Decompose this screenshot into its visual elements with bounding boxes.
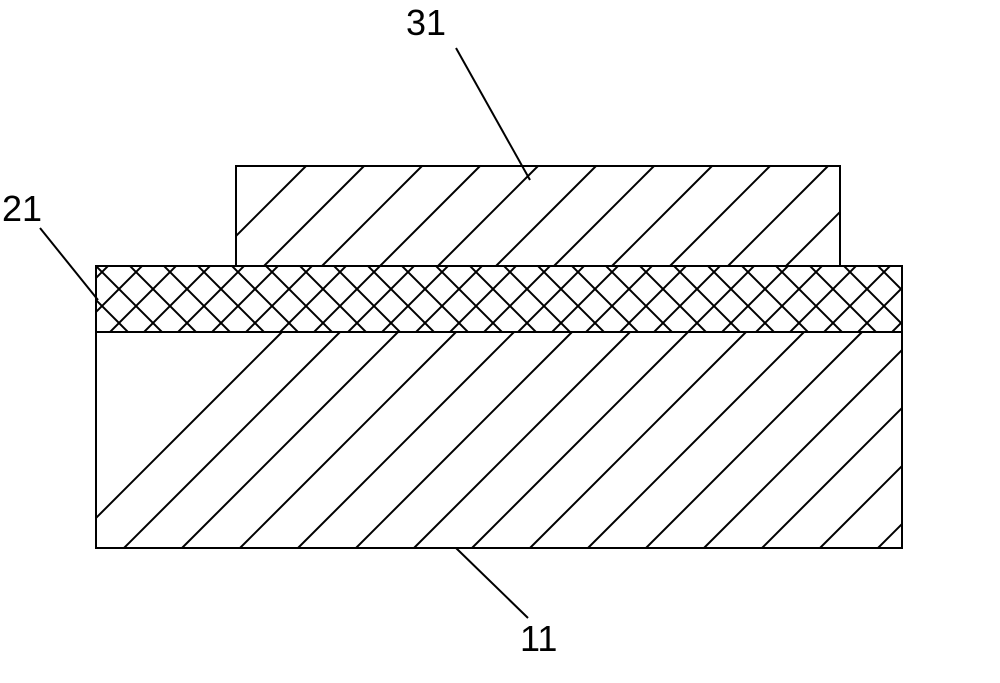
label-11: 11 xyxy=(520,618,557,660)
leader-line-11 xyxy=(456,548,528,618)
label-31: 31 xyxy=(406,2,446,44)
leader-line-21 xyxy=(40,228,98,300)
layer-substrate xyxy=(66,332,1000,548)
cross-section-diagram: 31 21 11 xyxy=(0,0,1000,678)
layer-top xyxy=(206,166,886,266)
label-21: 21 xyxy=(2,188,42,230)
leader-line-31 xyxy=(456,48,530,180)
diagram-svg xyxy=(0,0,1000,678)
layer-intermediate xyxy=(96,266,902,332)
